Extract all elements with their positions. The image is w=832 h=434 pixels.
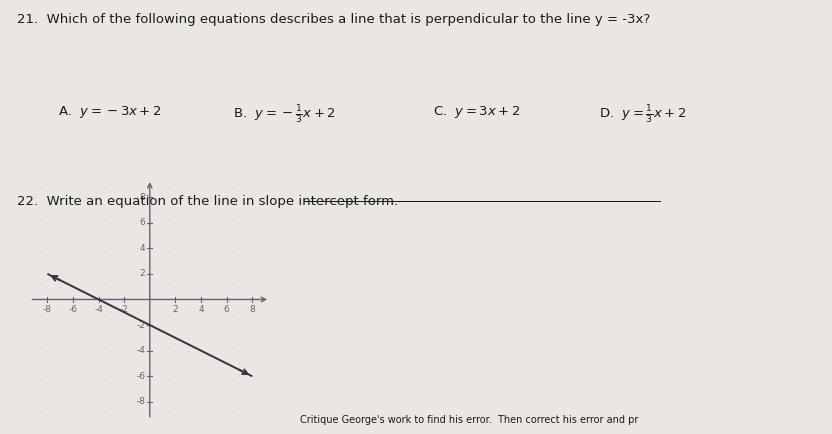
- Text: 4: 4: [198, 305, 204, 314]
- Text: -8: -8: [136, 397, 146, 406]
- Text: 6: 6: [224, 305, 230, 314]
- Text: -8: -8: [43, 305, 52, 314]
- Text: -6: -6: [68, 305, 77, 314]
- Text: C.  $y = 3x + 2$: C. $y = 3x + 2$: [433, 104, 520, 120]
- Text: -4: -4: [136, 346, 146, 355]
- Text: 21.  Which of the following equations describes a line that is perpendicular to : 21. Which of the following equations des…: [17, 13, 650, 26]
- Text: -4: -4: [94, 305, 103, 314]
- Text: -6: -6: [136, 372, 146, 381]
- Text: Critique George's work to find his error.  Then correct his error and pr: Critique George's work to find his error…: [300, 415, 638, 425]
- Text: 2: 2: [172, 305, 178, 314]
- Text: 2: 2: [140, 270, 146, 278]
- Text: -2: -2: [120, 305, 129, 314]
- Text: 8: 8: [250, 305, 255, 314]
- Text: A.  $y = -3x + 2$: A. $y = -3x + 2$: [58, 104, 162, 120]
- Text: -2: -2: [136, 321, 146, 329]
- Text: 22.  Write an equation of the line in slope intercept form.: 22. Write an equation of the line in slo…: [17, 195, 398, 208]
- Text: 4: 4: [140, 244, 146, 253]
- Text: 6: 6: [140, 218, 146, 227]
- Text: B.  $y = -\frac{1}{3}x + 2$: B. $y = -\frac{1}{3}x + 2$: [233, 104, 336, 126]
- Text: 8: 8: [140, 193, 146, 202]
- Text: D.  $y = \frac{1}{3}x + 2$: D. $y = \frac{1}{3}x + 2$: [599, 104, 686, 126]
